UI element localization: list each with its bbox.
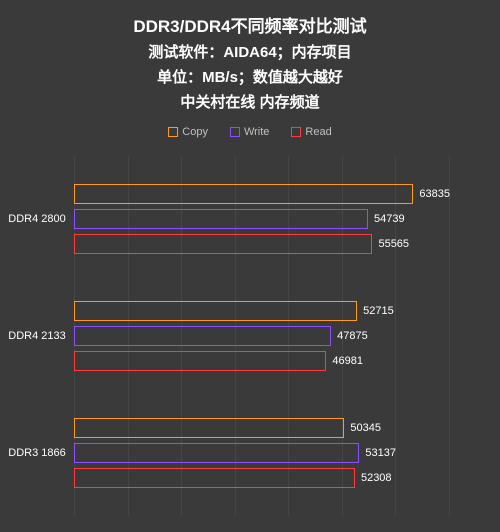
bar-value: 47875 (337, 330, 368, 342)
legend-marker-icon (168, 127, 178, 137)
bar-row: 55565 (74, 234, 450, 254)
group-label: DDR3 1866 (0, 447, 74, 459)
bar-row: 46981 (74, 351, 450, 371)
legend-marker-icon (230, 127, 240, 137)
bar-value: 53137 (365, 447, 396, 459)
bars-wrap: 63835 54739 55565 (74, 179, 500, 259)
bar-row: 52308 (74, 468, 450, 488)
bar-row: 63835 (74, 184, 450, 204)
bar-value: 46981 (332, 355, 363, 367)
bar-read (74, 468, 355, 488)
bar-value: 55565 (378, 238, 409, 250)
bar-row: 50345 (74, 418, 450, 438)
legend-label: Write (244, 126, 269, 138)
groups: DDR4 2800 63835 54739 55565 DDR4 2133 52715 47… (0, 156, 500, 516)
legend-item-read: Read (291, 126, 331, 138)
bars-wrap: 52715 47875 46981 (74, 296, 500, 376)
legend-label: Copy (182, 126, 208, 138)
bar-copy (74, 184, 413, 204)
group: DDR4 2800 63835 54739 55565 (0, 179, 500, 259)
legend-item-copy: Copy (168, 126, 208, 138)
chart-container: DDR3/DDR4不同频率对比测试 测试软件：AIDA64；内存项目 单位：MB… (0, 0, 500, 532)
bar-value: 63835 (419, 188, 450, 200)
bar-copy (74, 301, 357, 321)
bar-write (74, 209, 368, 229)
bars-wrap: 50345 53137 52308 (74, 413, 500, 493)
bar-row: 47875 (74, 326, 450, 346)
group: DDR3 1866 50345 53137 52308 (0, 413, 500, 493)
bar-value: 52308 (361, 472, 392, 484)
bar-copy (74, 418, 344, 438)
bar-row: 54739 (74, 209, 450, 229)
title-line-4: 中关村在线 内存频道 (0, 91, 500, 112)
chart-header: DDR3/DDR4不同频率对比测试 测试软件：AIDA64；内存项目 单位：MB… (0, 12, 500, 112)
legend-marker-icon (291, 127, 301, 137)
title-line-2: 测试软件：AIDA64；内存项目 (0, 41, 500, 62)
plot-area: DDR4 2800 63835 54739 55565 DDR4 2133 52715 47… (0, 156, 500, 516)
title-line-3: 单位：MB/s；数值越大越好 (0, 66, 500, 87)
bar-value: 52715 (363, 305, 394, 317)
group: DDR4 2133 52715 47875 46981 (0, 296, 500, 376)
bar-read (74, 351, 326, 371)
legend: Copy Write Read (0, 126, 500, 138)
bar-read (74, 234, 372, 254)
group-label: DDR4 2133 (0, 330, 74, 342)
bar-row: 52715 (74, 301, 450, 321)
legend-item-write: Write (230, 126, 269, 138)
legend-label: Read (305, 126, 331, 138)
title-line-1: DDR3/DDR4不同频率对比测试 (0, 12, 500, 37)
bar-row: 53137 (74, 443, 450, 463)
bar-value: 54739 (374, 213, 405, 225)
bar-write (74, 443, 359, 463)
bar-write (74, 326, 331, 346)
bar-value: 50345 (350, 422, 381, 434)
group-label: DDR4 2800 (0, 213, 74, 225)
